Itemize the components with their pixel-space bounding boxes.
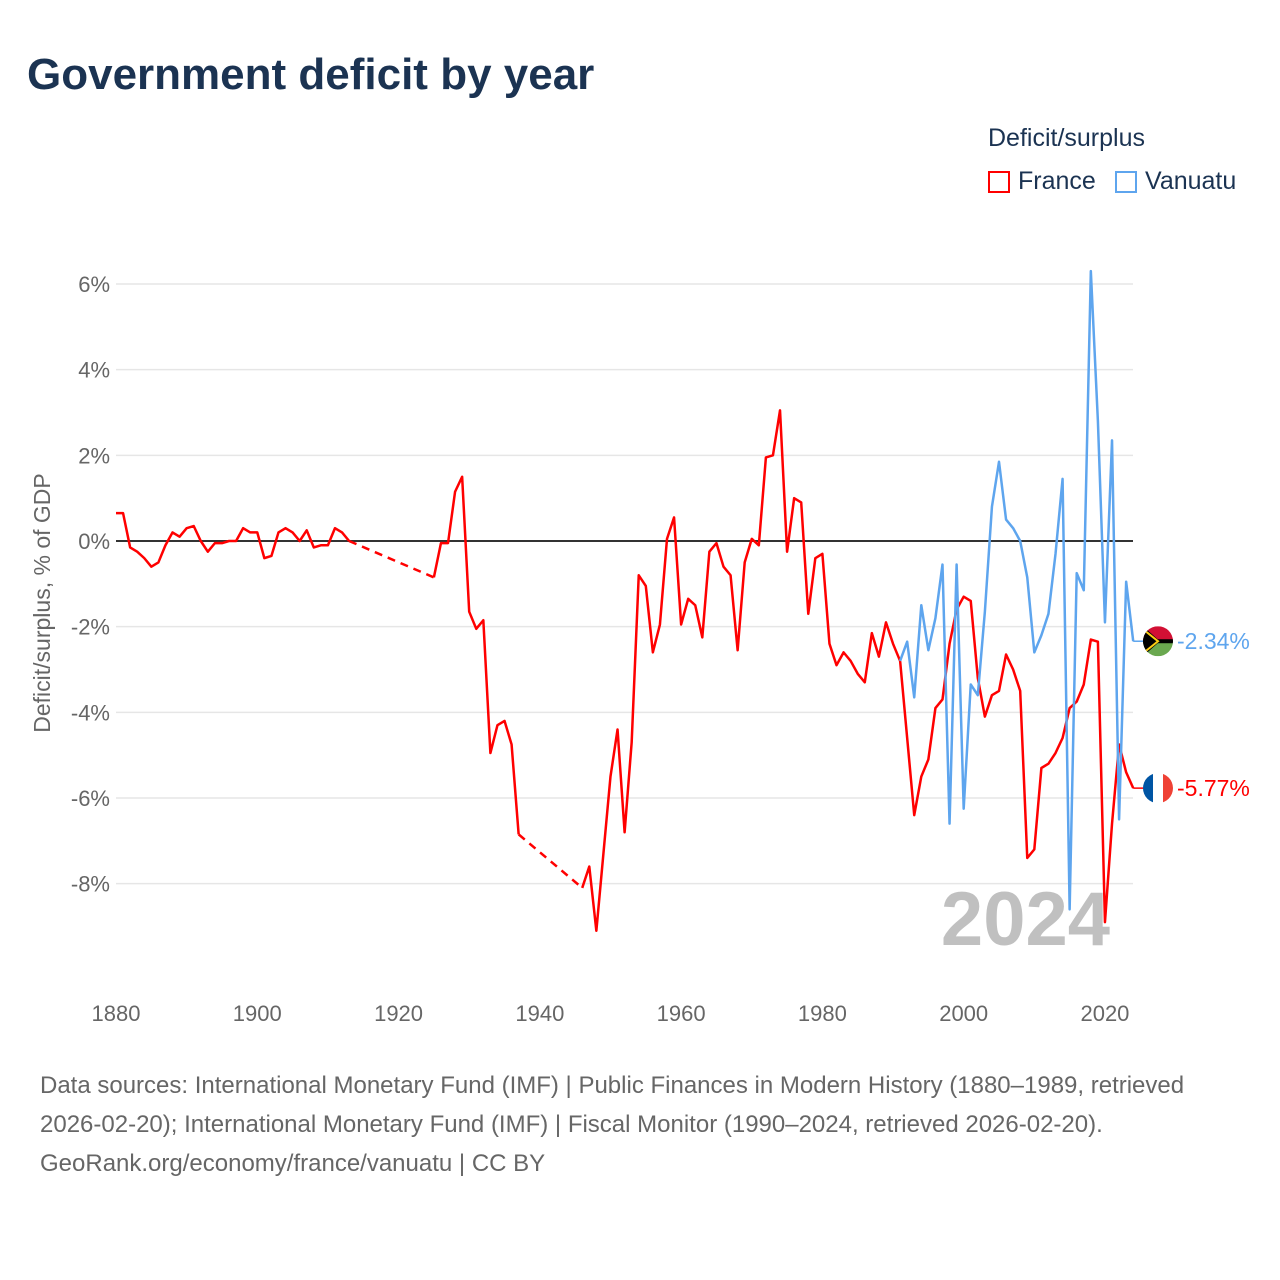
x-tick-label: 1900 bbox=[233, 1001, 282, 1026]
x-tick-label: 2000 bbox=[939, 1001, 988, 1026]
x-tick-label: 1940 bbox=[515, 1001, 564, 1026]
y-tick-label: -4% bbox=[71, 700, 110, 725]
y-tick-label: 6% bbox=[78, 272, 110, 297]
x-tick-label: 1980 bbox=[798, 1001, 847, 1026]
legend-swatch-france bbox=[988, 170, 1010, 193]
vanuatu-flag-icon bbox=[1143, 626, 1173, 657]
legend-item-france[interactable]: France bbox=[988, 167, 1096, 196]
end-label-vanuatu: -2.34% bbox=[1177, 628, 1250, 654]
series-line-france bbox=[116, 409, 1135, 933]
x-tick-label: 1960 bbox=[657, 1001, 706, 1026]
legend-label-france: France bbox=[1018, 167, 1096, 195]
legend-swatch-vanuatu bbox=[1115, 170, 1137, 193]
legend-item-vanuatu[interactable]: Vanuatu bbox=[1115, 167, 1236, 196]
legend-title: Deficit/surplus bbox=[988, 124, 1145, 152]
y-tick-label: 4% bbox=[78, 358, 110, 383]
x-tick-label: 1920 bbox=[374, 1001, 423, 1026]
legend-label-vanuatu: Vanuatu bbox=[1145, 167, 1237, 195]
y-tick-label: -8% bbox=[71, 872, 110, 897]
france-flag-icon bbox=[1143, 773, 1173, 804]
series-line-vanuatu bbox=[898, 269, 1135, 911]
footer: Data sources: International Monetary Fun… bbox=[40, 1066, 1250, 1183]
chart-title: Government deficit by year bbox=[27, 50, 595, 99]
y-axis-label: Deficit/surplus, % of GDP bbox=[29, 473, 55, 732]
x-tick-label: 2020 bbox=[1080, 1001, 1129, 1026]
y-tick-label: 2% bbox=[78, 443, 110, 468]
data-sources: Data sources: International Monetary Fun… bbox=[40, 1072, 1185, 1138]
x-tick-label: 1880 bbox=[92, 1001, 141, 1026]
end-label-france: -5.77% bbox=[1177, 775, 1250, 801]
year-watermark: 2024 bbox=[941, 877, 1110, 962]
series-gap-france bbox=[348, 539, 435, 579]
y-tick-label: -2% bbox=[71, 615, 110, 640]
y-tick-label: -6% bbox=[71, 786, 110, 811]
y-tick-label: 0% bbox=[78, 529, 110, 554]
credit-link[interactable]: GeoRank.org/economy/france/vanuatu | CC … bbox=[40, 1150, 546, 1177]
line-chart: 2024 6% 4% 2% 0% -2% -4% -6% -8% 1880 1900 1920 194… bbox=[29, 269, 1250, 1026]
series-gap-france bbox=[517, 833, 584, 889]
